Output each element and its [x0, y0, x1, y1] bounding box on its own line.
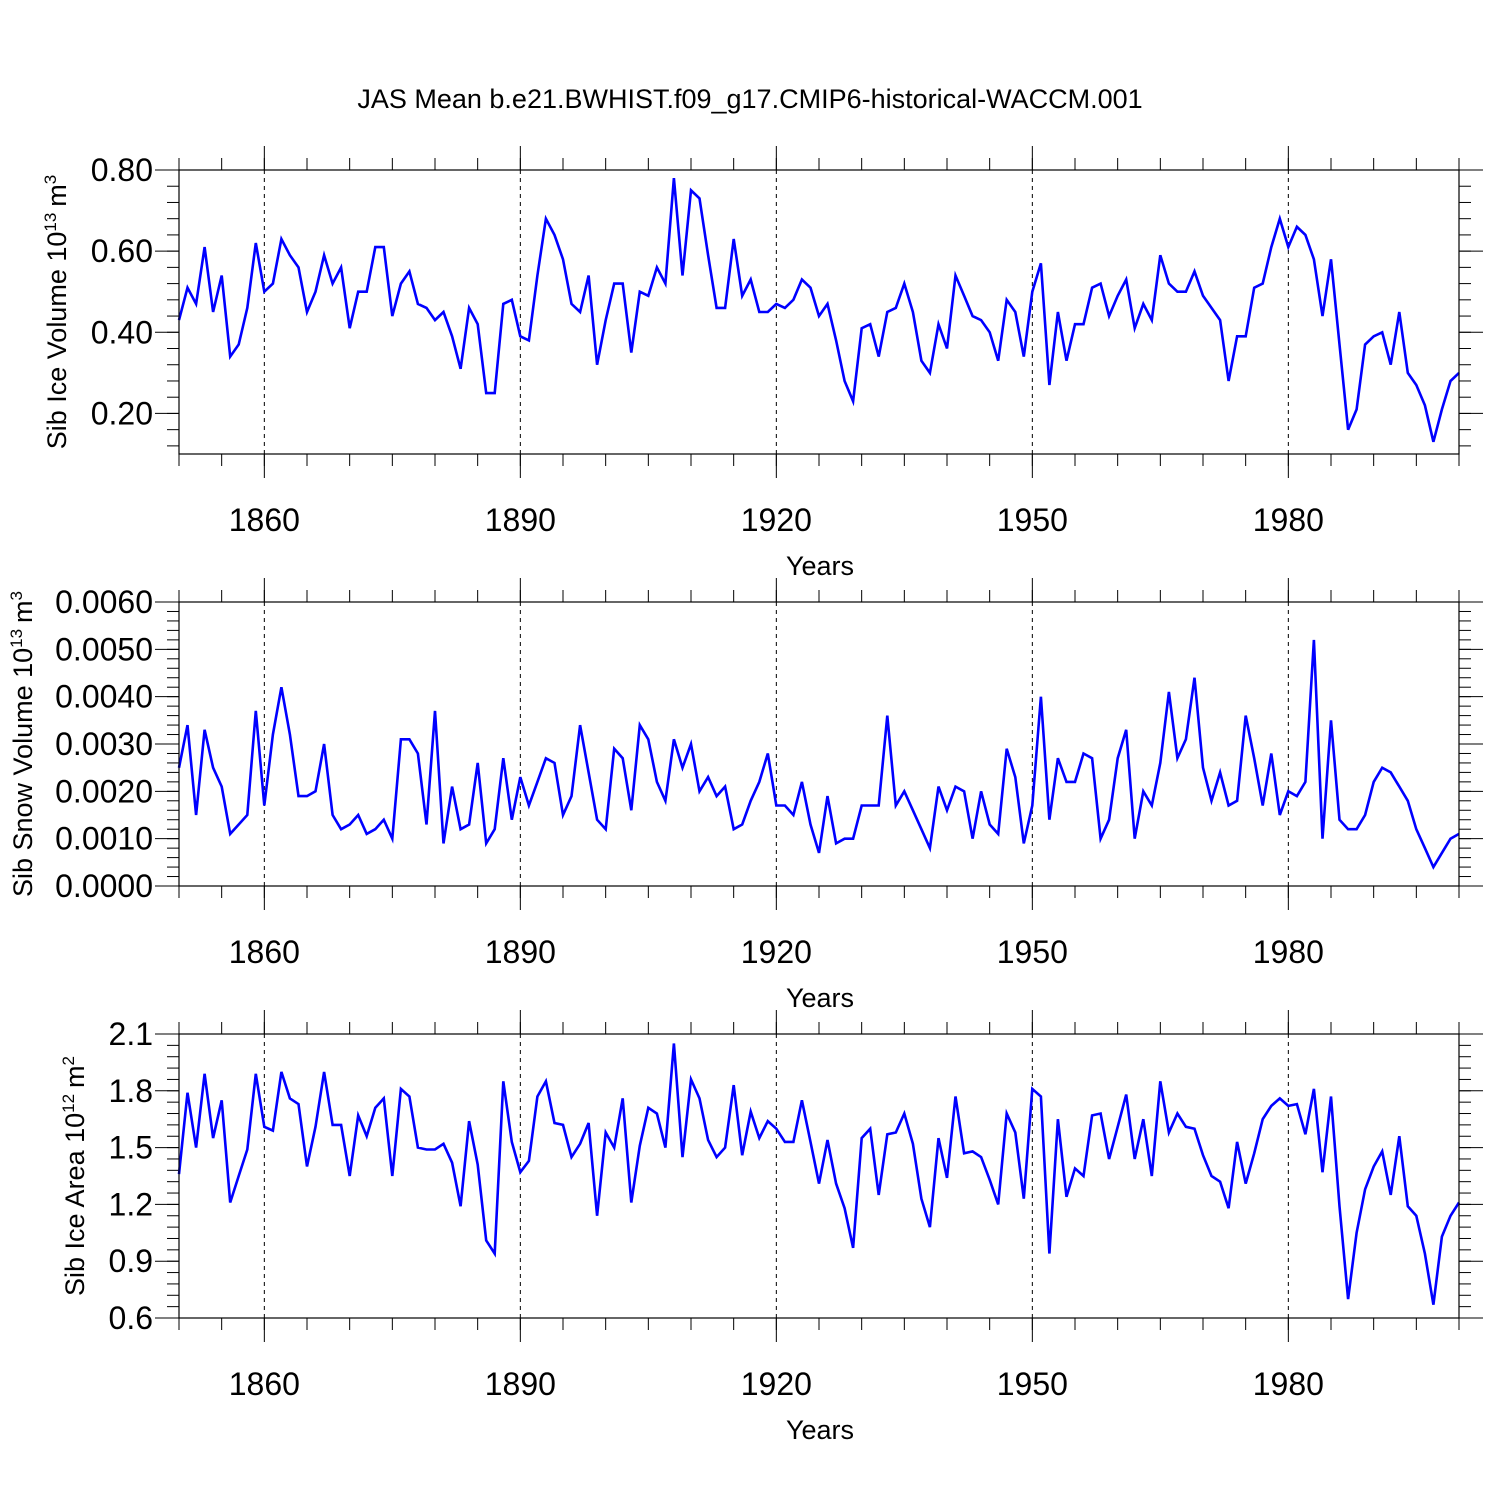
x-tick-label: 1920 — [741, 1366, 812, 1402]
y-tick-label: 0.0040 — [55, 679, 153, 715]
y-tick-label: 1.2 — [109, 1186, 153, 1222]
ylabel-exponent: 13 — [7, 629, 26, 648]
ylabel-main: Sib Ice Area 10 — [60, 1113, 90, 1296]
ylabel-main: Sib Snow Volume 10 — [8, 648, 38, 897]
y-axis-label: Sib Snow Volume 1013 m3 — [7, 591, 38, 897]
x-tick-label: 1890 — [485, 502, 556, 538]
ylabel-exponent: 13 — [41, 213, 60, 232]
x-tick-label: 1860 — [229, 934, 300, 970]
plot-frame — [178, 601, 1460, 887]
ylabel-main: Sib Ice Volume 10 — [42, 232, 72, 450]
y-tick-label: 0.9 — [109, 1243, 153, 1279]
ylabel-unit-exponent: 3 — [41, 175, 60, 184]
x-tick-label: 1980 — [1253, 502, 1324, 538]
y-tick-label: 0.6 — [109, 1300, 153, 1336]
x-axis-label: Years — [786, 1415, 854, 1445]
plot-frame — [178, 1033, 1460, 1319]
y-tick-label: 0.60 — [91, 233, 153, 269]
ylabel-unit-exponent: 3 — [7, 591, 26, 600]
ylabel-unit: m — [42, 184, 72, 207]
x-axis-label: Years — [786, 983, 854, 1013]
panel-sib-snow-volume: 0.0000 0.0010 0.0020 0.0030 0.0040 0.0050 0.00… — [7, 578, 1483, 1013]
y-tick-label: 0.0010 — [55, 821, 153, 857]
plot-frame — [178, 169, 1460, 455]
panel-sib-ice-volume: 0.20 0.40 0.60 0.80 1860 1890 1920 1950 1980 Year… — [41, 146, 1483, 581]
x-tick-label: 1890 — [485, 934, 556, 970]
x-tick-label: 1920 — [741, 934, 812, 970]
y-tick-label: 0.0050 — [55, 631, 153, 667]
figure-title: JAS Mean b.e21.BWHIST.f09_g17.CMIP6-hist… — [357, 84, 1142, 114]
y-tick-label: 0.40 — [91, 314, 153, 350]
y-axis-label: Sib Ice Volume 1013 m3 — [41, 175, 72, 450]
y-tick-label: 0.80 — [91, 152, 153, 188]
x-tick-label: 1950 — [997, 502, 1068, 538]
y-tick-label: 0.0000 — [55, 868, 153, 904]
ylabel-unit: m — [60, 1065, 90, 1088]
x-tick-label: 1980 — [1253, 934, 1324, 970]
x-tick-label: 1950 — [997, 934, 1068, 970]
x-axis-label: Years — [786, 551, 854, 581]
x-tick-label: 1980 — [1253, 1366, 1324, 1402]
ylabel-unit-exponent: 2 — [59, 1056, 78, 1065]
series-line — [177, 177, 1460, 443]
x-tick-label: 1890 — [485, 1366, 556, 1402]
y-tick-label: 1.8 — [109, 1073, 153, 1109]
y-tick-label: 0.0030 — [55, 726, 153, 762]
y-tick-label: 0.0020 — [55, 773, 153, 809]
x-tick-label: 1920 — [741, 502, 812, 538]
series-line — [177, 639, 1460, 870]
y-axis-label: Sib Ice Area 1012 m2 — [59, 1056, 90, 1296]
y-tick-label: 0.20 — [91, 395, 153, 431]
ylabel-unit: m — [8, 600, 38, 623]
x-tick-label: 1860 — [229, 1366, 300, 1402]
x-tick-label: 1950 — [997, 1366, 1068, 1402]
panel-sib-ice-area: 0.6 0.9 1.2 1.5 1.8 2.1 1860 1890 1920 1950 1980 Ye… — [59, 1010, 1483, 1445]
y-tick-label: 2.1 — [109, 1016, 153, 1052]
ylabel-exponent: 12 — [59, 1094, 78, 1113]
x-tick-label: 1860 — [229, 502, 300, 538]
y-tick-label: 1.5 — [109, 1130, 153, 1166]
series-line — [177, 1043, 1461, 1305]
y-tick-label: 0.0060 — [55, 584, 153, 620]
